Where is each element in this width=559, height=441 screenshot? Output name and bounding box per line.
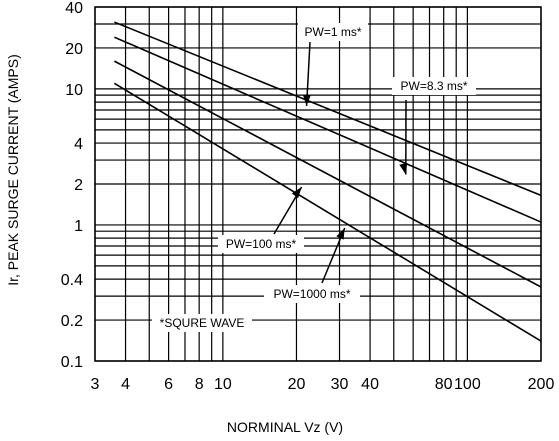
- x-tick-label: 40: [361, 376, 379, 393]
- annotation-background: [152, 314, 252, 332]
- annotation-label: PW=1 ms*: [304, 25, 361, 39]
- y-tick-label: 0.2: [61, 313, 83, 330]
- x-tick-label: 10: [214, 376, 232, 393]
- x-tick-label: 3: [91, 376, 100, 393]
- series-line-2: [114, 36, 542, 223]
- x-tick-label: 6: [164, 376, 173, 393]
- y-axis-label: Ir, PEAK SURGE CURRENT (AMPS): [5, 54, 21, 286]
- x-tick-label: 100: [454, 376, 481, 393]
- grid: [94, 6, 542, 362]
- x-axis-label: NORMINAL Vz (V): [227, 419, 343, 435]
- series-line-3: [113, 60, 542, 288]
- y-tick-label: 40: [65, 0, 83, 17]
- x-tick-label: 4: [121, 376, 130, 393]
- x-tick-label: 80: [435, 376, 453, 393]
- series-lines: [113, 21, 542, 342]
- annotation-background: [298, 23, 368, 41]
- annotation-arrowhead: [302, 94, 311, 106]
- annotation-arrowhead: [291, 187, 302, 199]
- annotation-background: [392, 77, 476, 95]
- y-tick-label: 1: [74, 218, 83, 235]
- series-line-4: [113, 82, 542, 342]
- x-tick-label: 8: [195, 376, 204, 393]
- y-tick-label: 2: [74, 177, 83, 194]
- plot-frame: [94, 6, 542, 362]
- series-line-1: [114, 21, 542, 197]
- y-tick-label: 4: [74, 136, 83, 153]
- x-tick-label: 30: [331, 376, 349, 393]
- annotation-background: [218, 235, 304, 253]
- y-tick-label: 0.1: [61, 354, 83, 371]
- annotation-label: PW=1000 ms*: [273, 287, 350, 301]
- annotations: PW=1 ms* PW=8.3 ms* PW=100 ms* PW=1000 ms* *…: [152, 23, 476, 332]
- x-tick-label: 20: [288, 376, 306, 393]
- x-tick-label: 200: [528, 376, 555, 393]
- y-tick-label: 20: [65, 41, 83, 58]
- annotation-label: *SQURE WAVE: [160, 316, 245, 330]
- annotation-label: PW=100 ms*: [226, 237, 297, 251]
- annotation-label: PW=8.3 ms*: [400, 79, 467, 93]
- y-tick-label: 0.4: [61, 272, 83, 289]
- tick-labels: 3 4 6 8 10 20 30 40 80 100 200 0.1 0.2 0.4 1 2 4 10 20 40: [61, 0, 555, 393]
- y-tick-label: 10: [65, 82, 83, 99]
- annotation-arrowhead: [336, 227, 345, 240]
- annotation-background: [264, 285, 360, 303]
- annotation-arrowhead: [399, 162, 408, 175]
